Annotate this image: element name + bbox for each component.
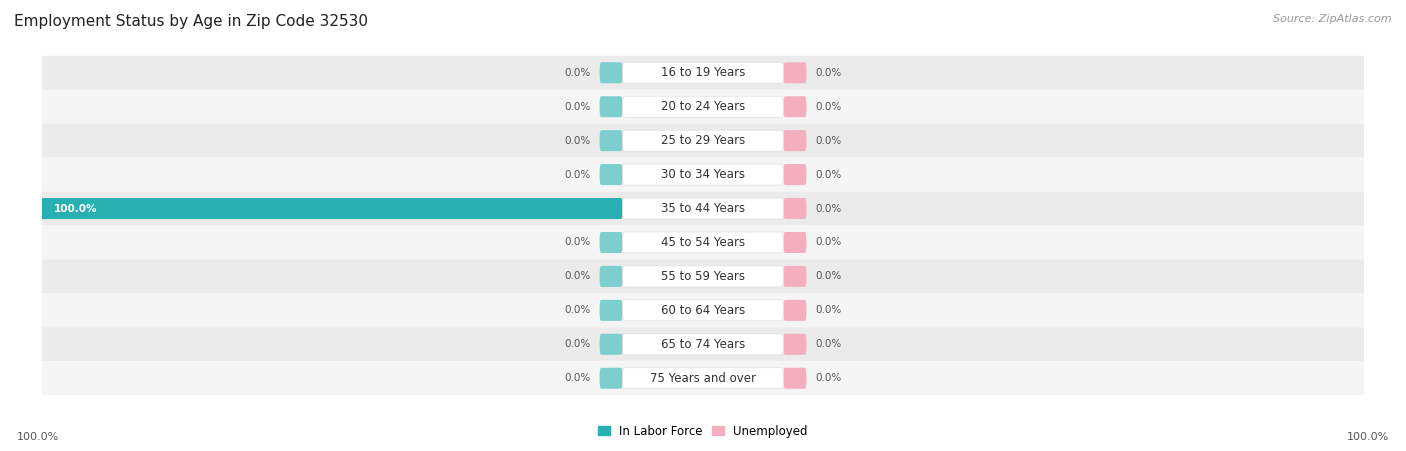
Text: 0.0%: 0.0% bbox=[565, 339, 591, 349]
Text: 30 to 34 Years: 30 to 34 Years bbox=[661, 168, 745, 181]
FancyBboxPatch shape bbox=[599, 96, 623, 117]
FancyBboxPatch shape bbox=[623, 232, 783, 253]
FancyBboxPatch shape bbox=[623, 266, 783, 287]
Text: 100.0%: 100.0% bbox=[53, 203, 97, 213]
FancyBboxPatch shape bbox=[623, 96, 783, 117]
FancyBboxPatch shape bbox=[783, 130, 807, 151]
FancyBboxPatch shape bbox=[599, 130, 623, 151]
FancyBboxPatch shape bbox=[31, 226, 1375, 259]
FancyBboxPatch shape bbox=[623, 62, 783, 83]
FancyBboxPatch shape bbox=[31, 327, 1375, 361]
FancyBboxPatch shape bbox=[599, 300, 623, 321]
FancyBboxPatch shape bbox=[783, 232, 807, 253]
Text: 0.0%: 0.0% bbox=[565, 373, 591, 383]
Text: 20 to 24 Years: 20 to 24 Years bbox=[661, 100, 745, 113]
FancyBboxPatch shape bbox=[599, 334, 623, 355]
Legend: In Labor Force, Unemployed: In Labor Force, Unemployed bbox=[593, 420, 813, 442]
Text: 0.0%: 0.0% bbox=[565, 102, 591, 112]
FancyBboxPatch shape bbox=[783, 62, 807, 83]
FancyBboxPatch shape bbox=[31, 124, 1375, 158]
FancyBboxPatch shape bbox=[623, 130, 783, 151]
Text: 0.0%: 0.0% bbox=[565, 305, 591, 315]
Text: 35 to 44 Years: 35 to 44 Years bbox=[661, 202, 745, 215]
Text: 55 to 59 Years: 55 to 59 Years bbox=[661, 270, 745, 283]
Text: 16 to 19 Years: 16 to 19 Years bbox=[661, 66, 745, 79]
FancyBboxPatch shape bbox=[623, 198, 783, 219]
FancyBboxPatch shape bbox=[31, 158, 1375, 192]
Text: 0.0%: 0.0% bbox=[565, 68, 591, 78]
Text: 100.0%: 100.0% bbox=[1347, 432, 1389, 442]
Text: 75 Years and over: 75 Years and over bbox=[650, 372, 756, 385]
Text: 0.0%: 0.0% bbox=[815, 68, 841, 78]
Text: 0.0%: 0.0% bbox=[565, 272, 591, 281]
Text: 100.0%: 100.0% bbox=[17, 432, 59, 442]
Text: 0.0%: 0.0% bbox=[815, 373, 841, 383]
Text: 0.0%: 0.0% bbox=[815, 136, 841, 146]
FancyBboxPatch shape bbox=[31, 361, 1375, 395]
FancyBboxPatch shape bbox=[783, 198, 807, 219]
FancyBboxPatch shape bbox=[783, 368, 807, 389]
Text: 65 to 74 Years: 65 to 74 Years bbox=[661, 338, 745, 351]
FancyBboxPatch shape bbox=[31, 259, 1375, 293]
FancyBboxPatch shape bbox=[783, 164, 807, 185]
Text: 0.0%: 0.0% bbox=[815, 238, 841, 248]
FancyBboxPatch shape bbox=[599, 232, 623, 253]
FancyBboxPatch shape bbox=[31, 90, 1375, 124]
FancyBboxPatch shape bbox=[623, 368, 783, 389]
FancyBboxPatch shape bbox=[25, 198, 623, 219]
Text: 0.0%: 0.0% bbox=[815, 203, 841, 213]
Text: 60 to 64 Years: 60 to 64 Years bbox=[661, 304, 745, 317]
Text: 0.0%: 0.0% bbox=[565, 170, 591, 179]
FancyBboxPatch shape bbox=[599, 266, 623, 287]
Text: 0.0%: 0.0% bbox=[815, 305, 841, 315]
FancyBboxPatch shape bbox=[599, 62, 623, 83]
FancyBboxPatch shape bbox=[31, 293, 1375, 327]
FancyBboxPatch shape bbox=[599, 164, 623, 185]
Text: 0.0%: 0.0% bbox=[565, 238, 591, 248]
Text: 0.0%: 0.0% bbox=[815, 170, 841, 179]
FancyBboxPatch shape bbox=[623, 334, 783, 355]
Text: Employment Status by Age in Zip Code 32530: Employment Status by Age in Zip Code 325… bbox=[14, 14, 368, 28]
Text: 0.0%: 0.0% bbox=[815, 102, 841, 112]
Text: 25 to 29 Years: 25 to 29 Years bbox=[661, 134, 745, 147]
FancyBboxPatch shape bbox=[783, 300, 807, 321]
Text: 0.0%: 0.0% bbox=[815, 339, 841, 349]
Text: Source: ZipAtlas.com: Source: ZipAtlas.com bbox=[1274, 14, 1392, 23]
FancyBboxPatch shape bbox=[599, 368, 623, 389]
FancyBboxPatch shape bbox=[623, 300, 783, 321]
FancyBboxPatch shape bbox=[783, 96, 807, 117]
FancyBboxPatch shape bbox=[623, 164, 783, 185]
FancyBboxPatch shape bbox=[783, 334, 807, 355]
FancyBboxPatch shape bbox=[31, 192, 1375, 226]
Text: 0.0%: 0.0% bbox=[565, 136, 591, 146]
Text: 45 to 54 Years: 45 to 54 Years bbox=[661, 236, 745, 249]
FancyBboxPatch shape bbox=[783, 266, 807, 287]
FancyBboxPatch shape bbox=[31, 56, 1375, 90]
Text: 0.0%: 0.0% bbox=[815, 272, 841, 281]
